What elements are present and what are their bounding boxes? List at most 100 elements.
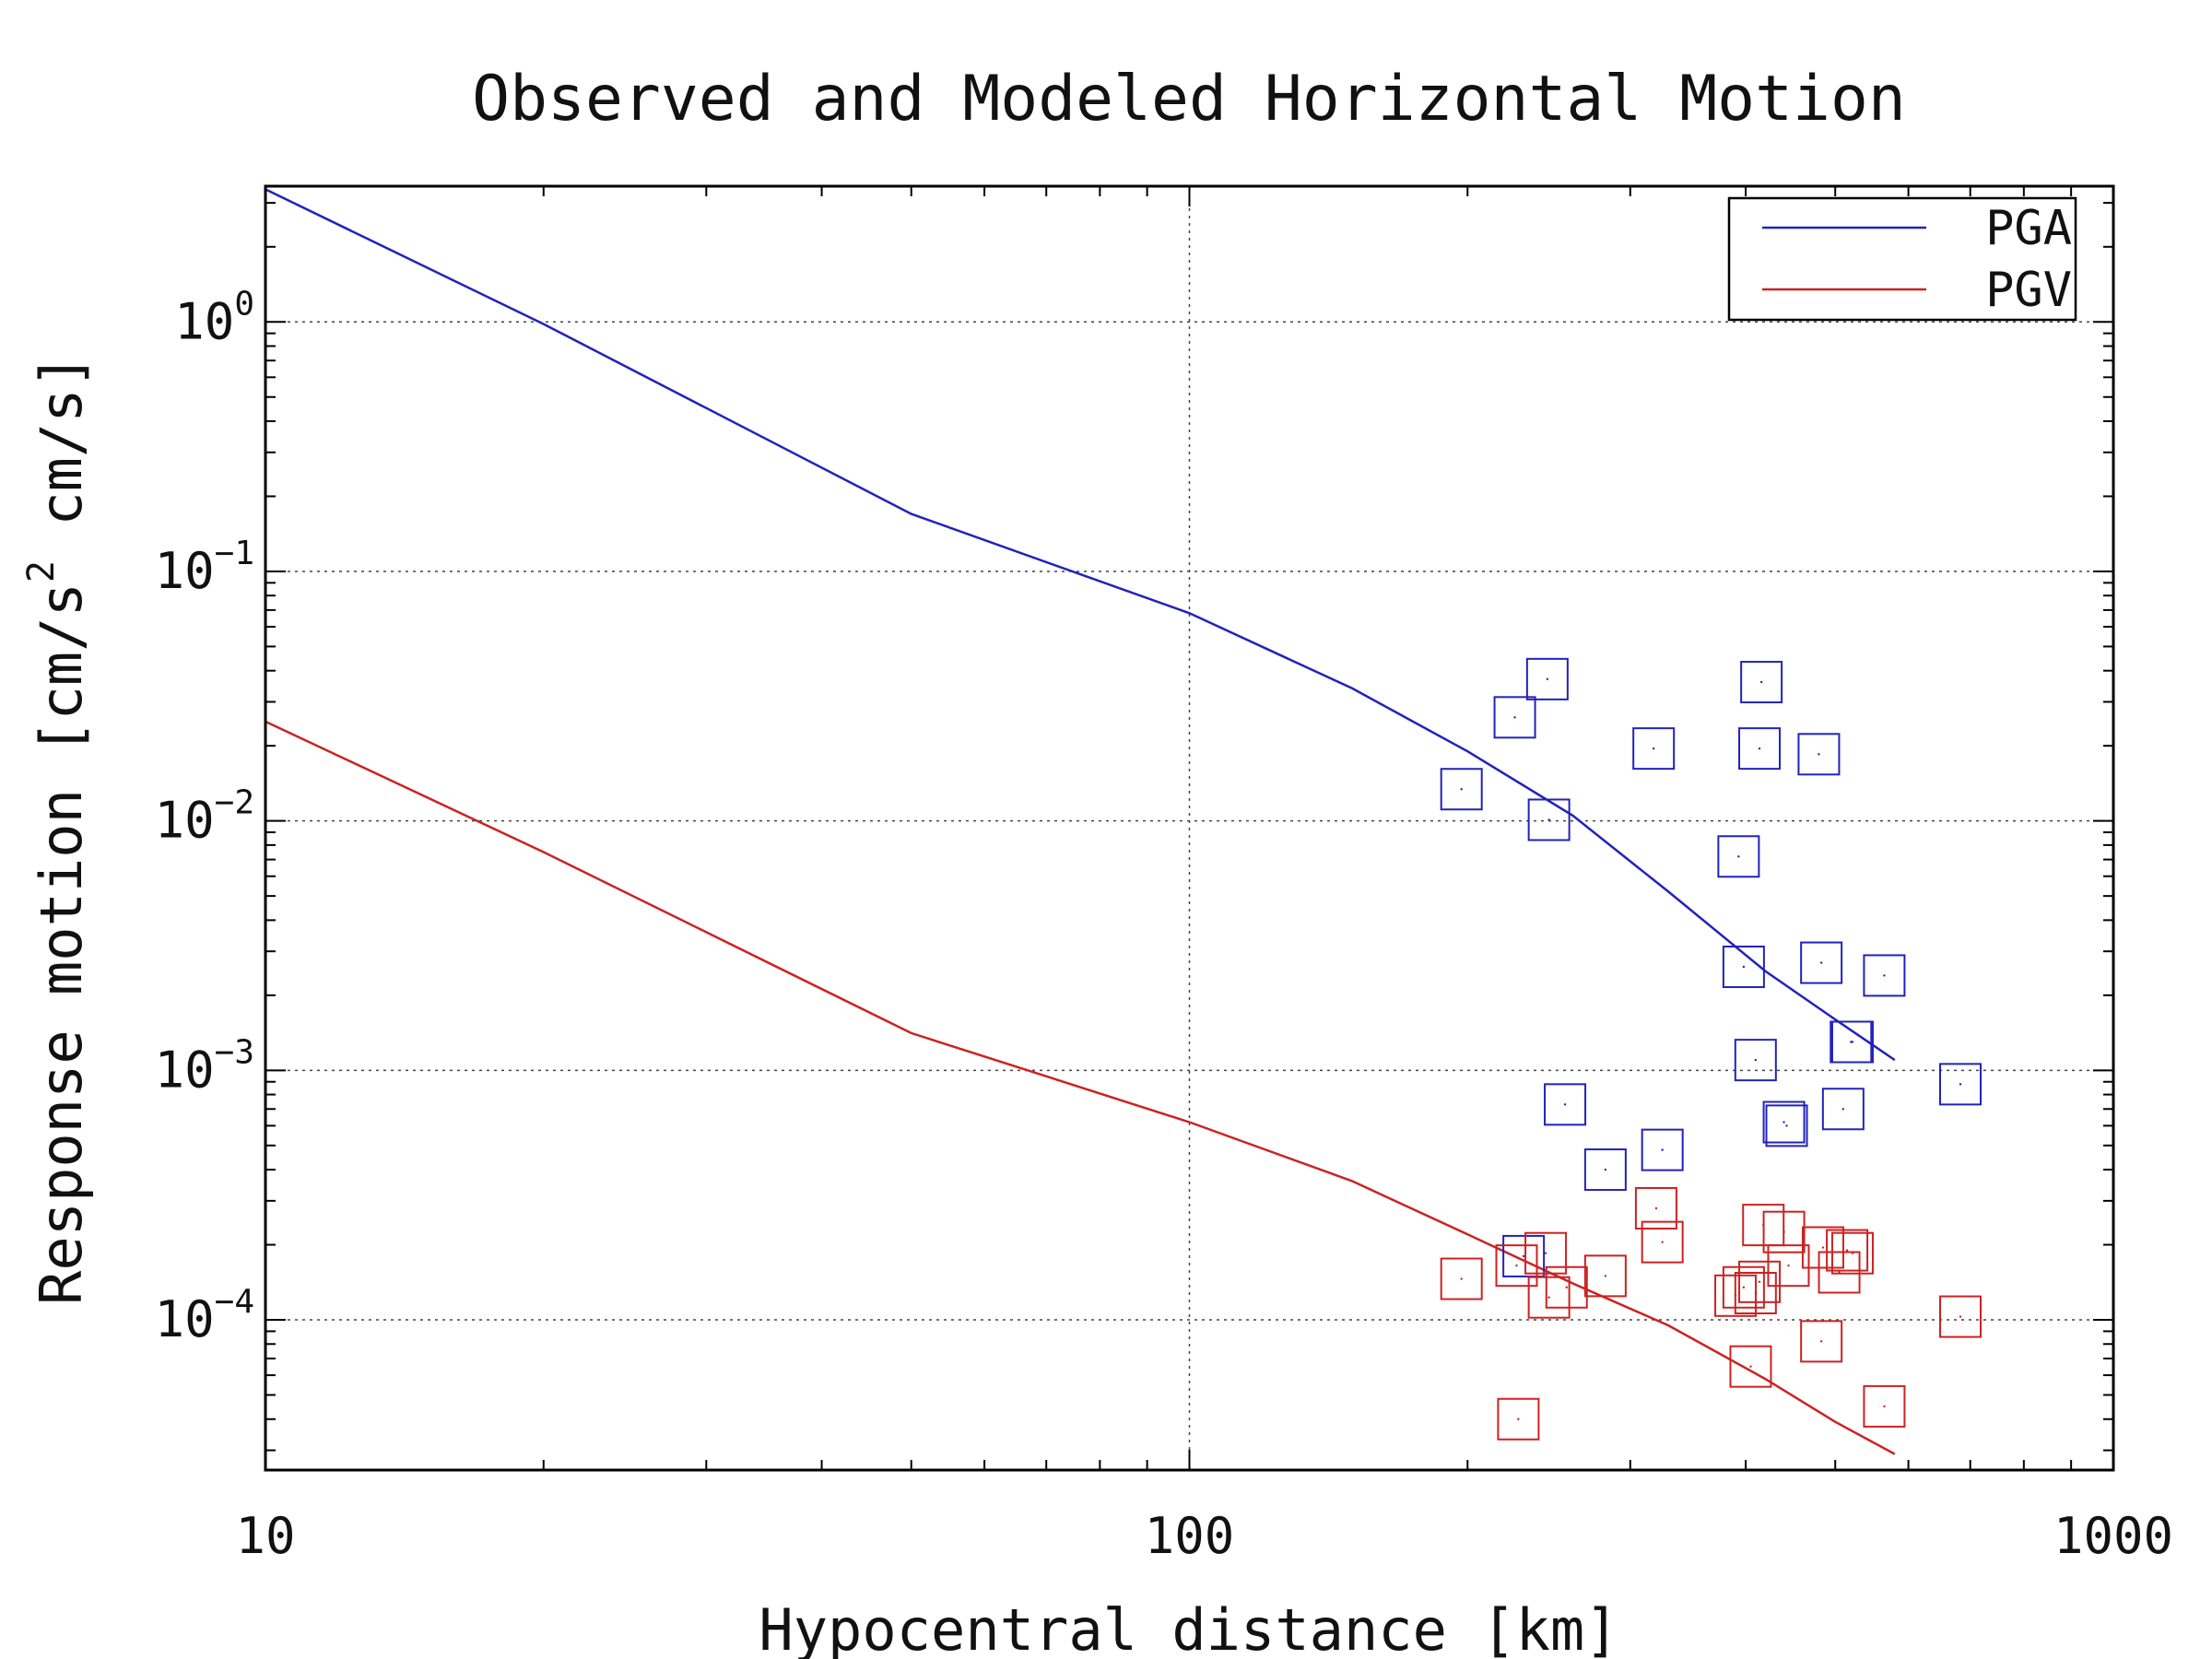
point-center — [1851, 1252, 1854, 1254]
point-center — [1460, 1277, 1463, 1280]
point-center — [1883, 1405, 1886, 1408]
point-center — [1787, 1264, 1790, 1267]
point-marker — [1738, 727, 1782, 771]
y-tick-base: 10 — [155, 542, 215, 600]
point-center — [1661, 1148, 1664, 1151]
data-point-pgv — [1830, 1231, 1874, 1275]
y-tick-label-2: 10−2 — [155, 784, 254, 850]
y-tick-label-0: 100 — [174, 285, 254, 350]
point-marker — [1765, 1104, 1808, 1147]
point-marker — [1497, 1397, 1540, 1441]
point-center — [1522, 1254, 1525, 1258]
point-marker — [1583, 1254, 1627, 1298]
data-point-pga — [1527, 798, 1571, 841]
point-marker — [1826, 1229, 1869, 1272]
data-point-pga — [1762, 1100, 1806, 1144]
y-tick-base: 10 — [155, 1290, 215, 1348]
point-center — [1754, 1058, 1758, 1062]
series-line-pgv — [265, 720, 1896, 1455]
data-point-pgv — [1939, 1295, 1983, 1338]
point-center — [1546, 677, 1549, 681]
y-tick-exponent: −2 — [215, 784, 254, 822]
data-point-pgv — [1800, 1320, 1843, 1363]
data-point-pga — [1863, 954, 1906, 997]
data-point-pgv — [1583, 1254, 1627, 1298]
point-center — [1737, 855, 1740, 858]
point-center — [1883, 974, 1886, 977]
x-axis-label: Hypocentral distance [km] — [759, 1596, 1618, 1659]
y-tick-base: 10 — [174, 292, 234, 350]
point-center — [1749, 1365, 1752, 1368]
y-tick-label-4: 10−4 — [155, 1283, 254, 1348]
data-point-pgv — [1734, 1272, 1777, 1315]
data-point-pgv — [1545, 1265, 1588, 1309]
y-tick-label-1: 10−1 — [155, 535, 254, 600]
point-marker — [1641, 1128, 1684, 1171]
point-marker — [1729, 1345, 1772, 1388]
point-marker — [1632, 727, 1676, 771]
point-center — [1517, 1418, 1520, 1420]
point-marker — [1767, 1244, 1810, 1288]
data-point-pgv — [1634, 1186, 1677, 1230]
point-center — [1841, 1108, 1845, 1111]
point-center — [1544, 1252, 1547, 1254]
point-marker — [1527, 798, 1571, 841]
point-center — [1959, 1083, 1962, 1086]
point-marker — [1762, 1210, 1806, 1253]
legend-label-pgv: PGV — [1985, 263, 2072, 318]
legend: PGA PGV — [1727, 196, 2077, 322]
data-point-pga — [1821, 1088, 1865, 1131]
data-point-pgv — [1801, 1226, 1844, 1269]
series-line-pga — [265, 188, 1896, 1062]
data-point-pgv — [1826, 1229, 1869, 1272]
point-center — [1759, 680, 1763, 684]
point-center — [1785, 1124, 1788, 1127]
point-marker — [1440, 768, 1483, 811]
point-center — [1547, 1296, 1550, 1299]
point-marker — [1545, 1265, 1588, 1309]
data-point-pga — [1502, 1234, 1546, 1277]
x-tick-label-0: 10 — [235, 1507, 295, 1565]
point-center — [1819, 1340, 1823, 1343]
point-marker — [1495, 1244, 1538, 1288]
point-marker — [1821, 1088, 1865, 1131]
point-marker — [1734, 1039, 1777, 1082]
point-marker — [1583, 1148, 1627, 1192]
point-marker — [1634, 1186, 1677, 1230]
point-marker — [1939, 1063, 1983, 1106]
data-point-pga — [1493, 696, 1536, 739]
y-tick-exponent: −4 — [215, 1283, 254, 1321]
point-marker — [1762, 1100, 1806, 1144]
point-center — [1604, 1168, 1607, 1171]
data-point-pgv — [1738, 1260, 1782, 1303]
y-tick-exponent: 0 — [234, 285, 254, 323]
point-center — [1652, 747, 1655, 750]
data-point-pgv — [1729, 1345, 1772, 1388]
point-center — [1547, 818, 1550, 821]
y-tick-label-3: 10−3 — [155, 1033, 254, 1099]
data-point-pgv — [1863, 1384, 1906, 1428]
data-point-pga — [1939, 1063, 1983, 1106]
point-center — [1783, 1230, 1785, 1233]
y-tick-exponent: −3 — [215, 1033, 254, 1071]
point-marker — [1800, 941, 1843, 984]
point-center — [1818, 753, 1820, 756]
point-marker — [1722, 946, 1765, 989]
x-tick-label-1: 100 — [1145, 1507, 1235, 1565]
point-center — [1460, 788, 1463, 791]
data-point-pga — [1440, 768, 1483, 811]
point-marker — [1801, 1226, 1844, 1269]
data-point-pga — [1734, 1039, 1777, 1082]
data-point-pga — [1738, 727, 1782, 771]
point-center — [1661, 1241, 1664, 1243]
x-tick-label-2: 1000 — [2053, 1507, 2173, 1565]
data-point-pga — [1830, 1020, 1874, 1064]
point-center — [1845, 1249, 1849, 1252]
data-point-pga — [1641, 1128, 1684, 1171]
y-axis-label: Response motion [cm/s2 cm/s] — [20, 354, 95, 1305]
point-center — [1819, 961, 1823, 964]
point-marker — [1493, 696, 1536, 739]
point-marker — [1544, 1083, 1587, 1126]
data-point-pgv — [1527, 1276, 1571, 1319]
